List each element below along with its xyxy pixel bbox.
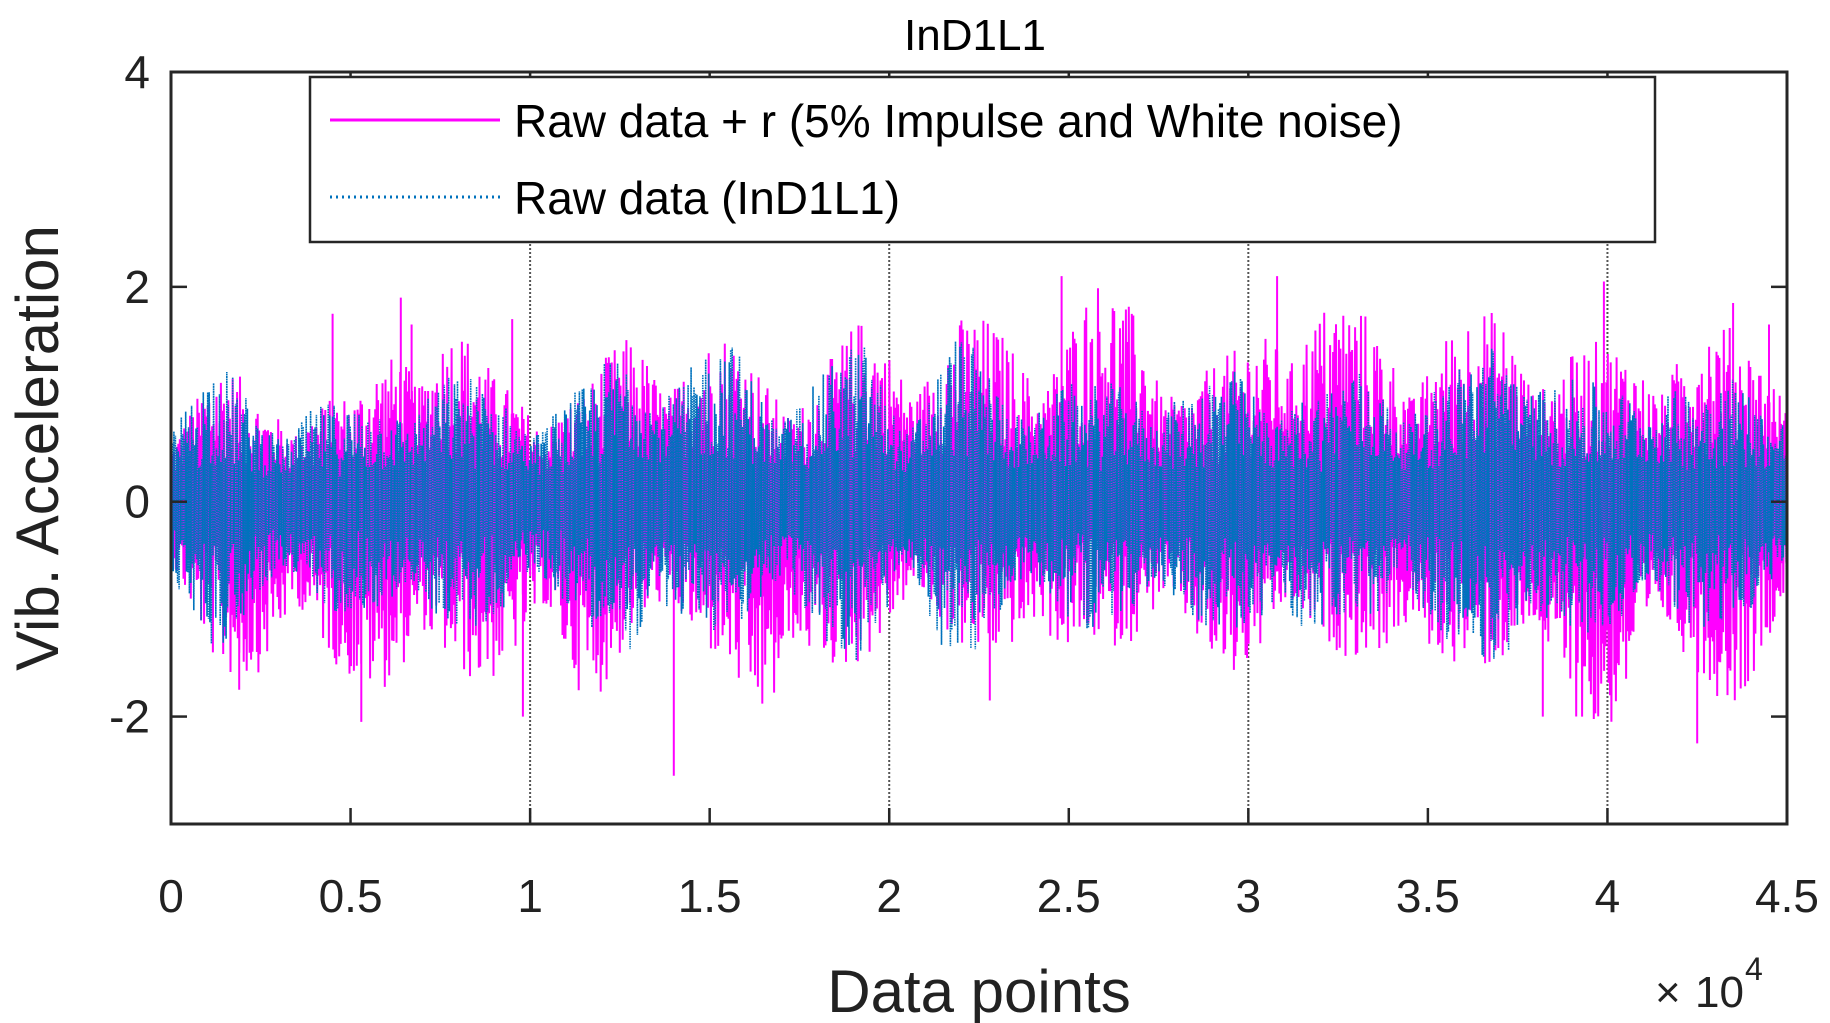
series-layer — [170, 276, 1788, 776]
x-tick-label-3: 1.5 — [678, 870, 742, 922]
x-tick-label-9: 4.5 — [1755, 870, 1819, 922]
series-line-1 — [170, 341, 1788, 661]
x-tick-label-6: 3 — [1236, 870, 1262, 922]
x-tick-label-1: 0.5 — [319, 870, 383, 922]
x-tick-label-7: 3.5 — [1396, 870, 1460, 922]
legend-label-raw: Raw data (InD1L1) — [514, 172, 900, 224]
y-tick-label-3: 4 — [124, 46, 150, 98]
legend: Raw data + r (5% Impulse and White noise… — [308, 75, 1657, 244]
plot-area-frame — [169, 70, 1789, 826]
x-tick-label-8: 4 — [1595, 870, 1621, 922]
y-tick-label-0: -2 — [109, 691, 150, 743]
y-tick-label-1: 0 — [124, 476, 150, 528]
x-multiplier-exponent: 4 — [1745, 951, 1763, 987]
x-tick-label-5: 2.5 — [1037, 870, 1101, 922]
x-multiplier-base: 10 — [1695, 968, 1744, 1017]
x-multiplier: × 10 4 — [1655, 951, 1763, 1017]
legend-box — [308, 75, 1657, 244]
y-tick-label-2: 2 — [124, 261, 150, 313]
tick-labels: 0 0.5 1 1.5 2 2.5 3 3.5 4 4.5 -2 0 2 4 — [109, 46, 1819, 922]
chart-title: InD1L1 — [904, 11, 1046, 60]
legend-label-noisy: Raw data + r (5% Impulse and White noise… — [514, 95, 1402, 147]
x-axis-label: Data points — [827, 958, 1131, 1023]
x-tick-label-2: 1 — [517, 870, 543, 922]
x-tick-label-4: 2 — [876, 870, 902, 922]
svg-text:×: × — [1655, 968, 1681, 1017]
y-axis-label: Vib. Acceleration — [4, 225, 71, 671]
x-tick-label-0: 0 — [158, 870, 184, 922]
